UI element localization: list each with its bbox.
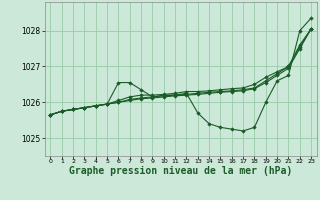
- X-axis label: Graphe pression niveau de la mer (hPa): Graphe pression niveau de la mer (hPa): [69, 166, 292, 176]
